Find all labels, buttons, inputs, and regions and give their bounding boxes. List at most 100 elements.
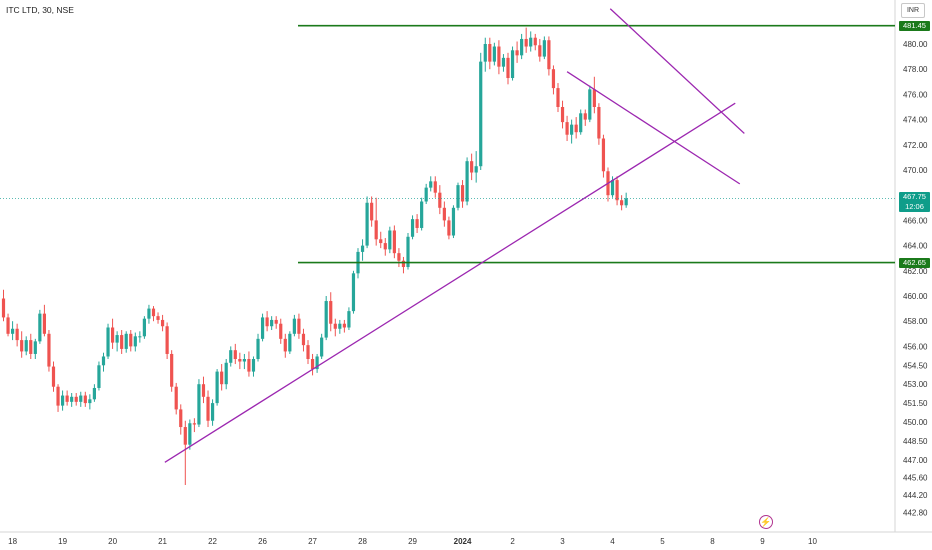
candle-body [115, 335, 119, 343]
candle-body [538, 45, 542, 57]
candle-body [124, 333, 128, 349]
y-axis-ticks: 480.00 478.00 476.00 474.00 472.00 470.00 466.… [903, 40, 928, 518]
candle-body [110, 327, 115, 343]
candle [79, 391, 83, 407]
candle [456, 182, 460, 211]
candle [424, 183, 428, 205]
candle [397, 248, 401, 268]
candle [342, 319, 346, 333]
candle [379, 231, 383, 249]
candle-body [256, 338, 260, 359]
resistance-price-tag: 481.45 [899, 20, 930, 31]
y-tick-label: 445.60 [903, 473, 928, 482]
candle [10, 321, 15, 341]
y-tick-label: 480.00 [903, 40, 928, 49]
candle [410, 215, 415, 240]
candle [542, 36, 546, 60]
candle-body [447, 220, 451, 236]
candle [551, 65, 556, 95]
candle [470, 153, 474, 181]
candle-body [506, 57, 510, 79]
x-tick-label: 2 [510, 537, 515, 546]
y-tick-label: 466.00 [903, 216, 928, 225]
overlays-group [0, 8, 895, 463]
candle [501, 54, 506, 72]
candle [115, 331, 119, 352]
candle [560, 100, 565, 129]
candle-body [438, 192, 442, 208]
candle-body [120, 335, 124, 349]
lightning-bolt-icon[interactable]: ⚡ [759, 515, 773, 529]
candle [201, 376, 206, 404]
candle [297, 313, 301, 339]
candle-body [160, 319, 165, 327]
candle-body [101, 356, 106, 366]
candle-body [570, 124, 574, 135]
candle-body [579, 113, 583, 133]
candle [197, 379, 201, 428]
candle-body [351, 273, 356, 312]
candle [597, 103, 601, 145]
candle [301, 328, 306, 352]
candle-body [370, 202, 374, 221]
symbol-title[interactable]: ITC LTD, 30, NSE [6, 5, 74, 15]
candle [492, 42, 496, 66]
candle [333, 318, 337, 337]
candle-body [201, 384, 206, 397]
candle [42, 304, 47, 337]
candle-body [165, 326, 169, 354]
candle-body [306, 345, 310, 359]
candle [110, 318, 115, 349]
candle-body [524, 38, 528, 47]
candle [533, 33, 537, 51]
candle-body [47, 333, 51, 367]
candle-body [379, 239, 383, 244]
candle [101, 352, 106, 372]
rising-trendline [164, 102, 736, 463]
candle-body [388, 230, 392, 250]
x-tick-label: 21 [158, 537, 167, 546]
candle [106, 323, 110, 359]
candle [129, 330, 133, 352]
candle-body [38, 313, 42, 342]
candle [615, 176, 619, 206]
candle-body [601, 138, 606, 172]
candle-body [292, 318, 296, 334]
candle-body [315, 356, 319, 370]
candle [438, 185, 442, 215]
y-tick-label: 470.00 [903, 166, 928, 175]
last-price-value: 467.75 [903, 192, 926, 202]
candle-body [92, 387, 96, 400]
candle [74, 393, 78, 406]
candle [324, 296, 328, 341]
x-tick-label: 10 [808, 537, 817, 546]
candle-body [451, 207, 456, 236]
y-tick-label: 454.50 [903, 361, 928, 370]
candle [156, 312, 160, 324]
candle-body [20, 340, 24, 352]
candle [1, 289, 6, 322]
candle-body [406, 236, 410, 268]
candle-body [365, 202, 369, 246]
currency-button[interactable]: INR [901, 3, 925, 18]
candle-body [188, 423, 192, 445]
candle-body [29, 340, 33, 354]
candle [83, 391, 87, 407]
candle [256, 333, 260, 362]
candle [479, 52, 483, 170]
candle [229, 346, 233, 367]
candle [588, 85, 592, 123]
candle-body [224, 362, 228, 385]
x-tick-label: 8 [710, 537, 715, 546]
candle-body [15, 328, 19, 341]
candle-body [197, 384, 201, 425]
candle [510, 46, 515, 81]
candle [306, 340, 310, 365]
candle [320, 333, 324, 359]
candle-body [510, 50, 515, 79]
candle [365, 196, 369, 249]
candle [401, 256, 406, 274]
candle-body [147, 308, 151, 319]
candle [29, 333, 33, 359]
